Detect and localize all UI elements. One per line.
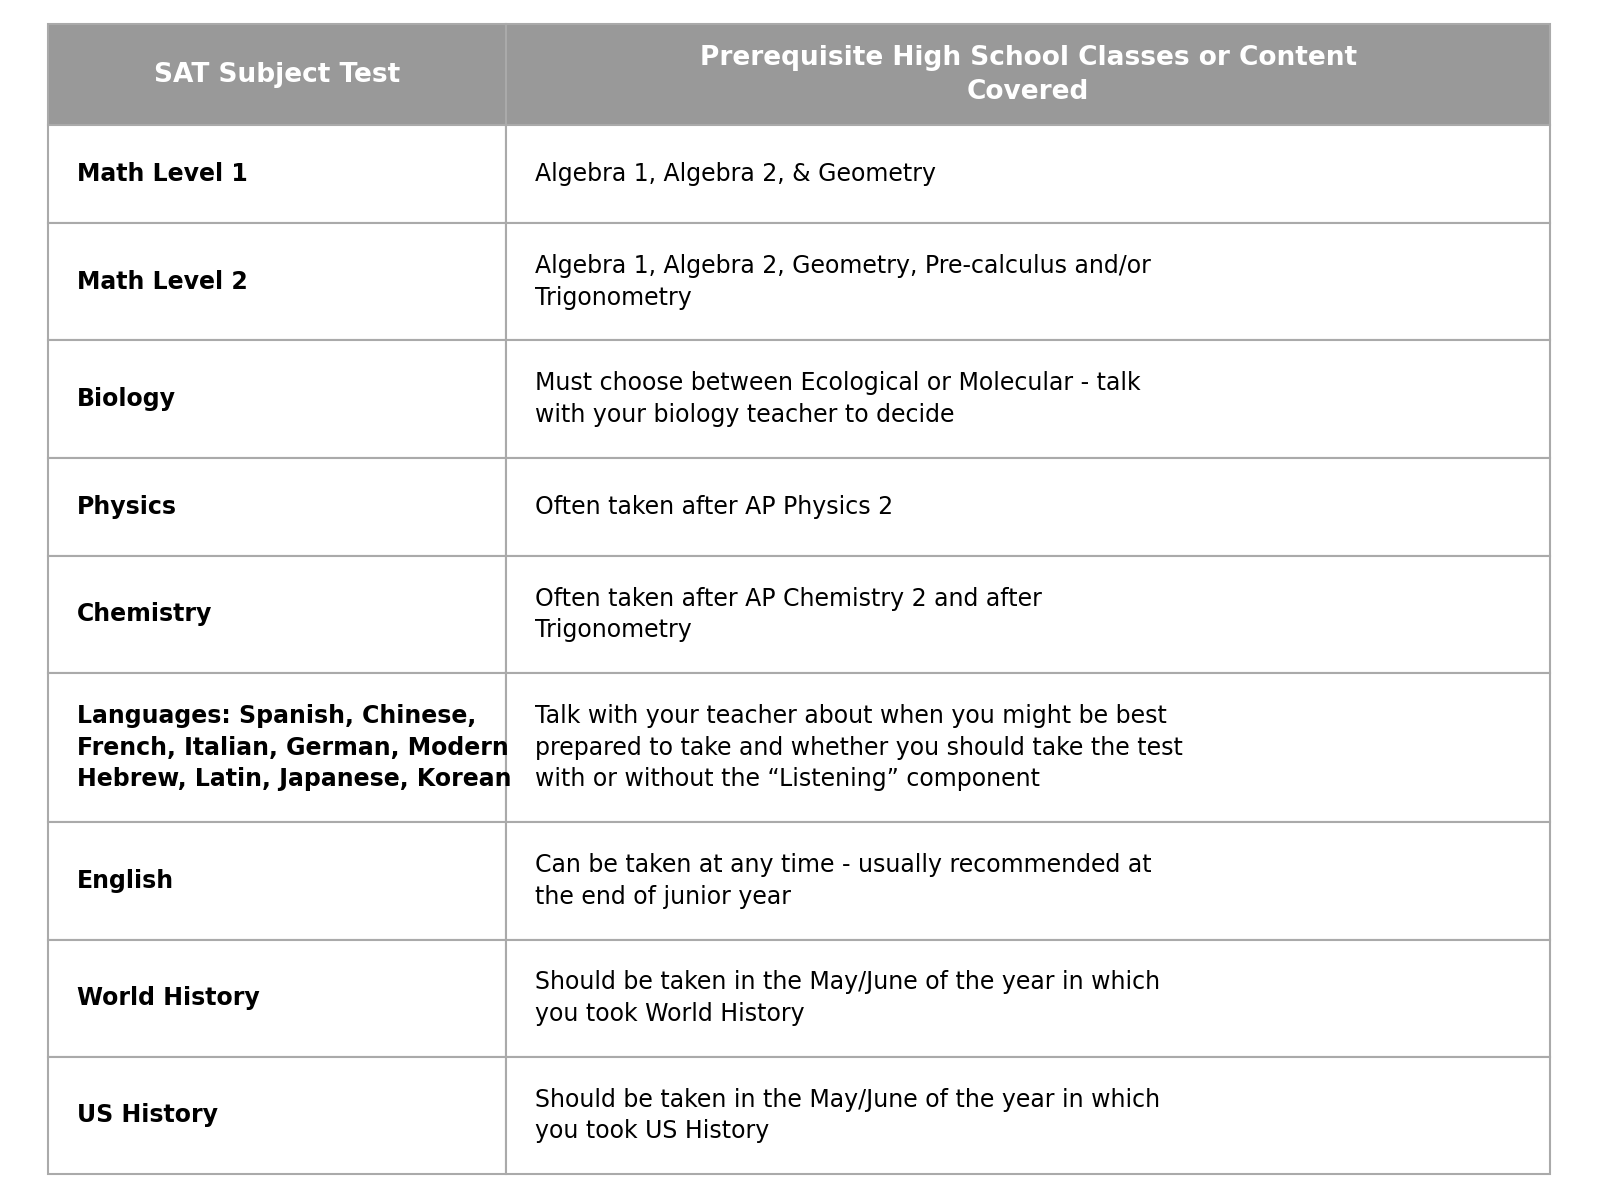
Text: English: English [77,869,174,893]
Text: Often taken after AP Chemistry 2 and after
Trigonometry: Often taken after AP Chemistry 2 and aft… [535,587,1042,642]
Text: Talk with your teacher about when you might be best
prepared to take and whether: Talk with your teacher about when you mi… [535,704,1183,791]
Text: Languages: Spanish, Chinese,
French, Italian, German, Modern
Hebrew, Latin, Japa: Languages: Spanish, Chinese, French, Ita… [77,704,511,791]
Text: Biology: Biology [77,387,176,411]
Bar [48,223,507,340]
Text: Physics: Physics [77,495,177,519]
Text: Algebra 1, Algebra 2, Geometry, Pre-calculus and/or
Trigonometry: Algebra 1, Algebra 2, Geometry, Pre-calc… [535,254,1151,309]
Text: Chemistry: Chemistry [77,603,213,627]
Bar [507,24,1550,125]
Bar [48,939,507,1057]
Bar [507,556,1550,673]
Bar [507,939,1550,1057]
Text: World History: World History [77,986,259,1010]
Text: Prerequisite High School Classes or Content
Covered: Prerequisite High School Classes or Cont… [700,44,1357,104]
Text: Should be taken in the May/June of the year in which
you took World History: Should be taken in the May/June of the y… [535,970,1160,1025]
Text: SAT Subject Test: SAT Subject Test [153,61,400,87]
Bar [48,24,507,125]
Bar [48,125,507,223]
Text: Math Level 2: Math Level 2 [77,270,248,294]
Bar [48,458,507,556]
Text: Math Level 1: Math Level 1 [77,162,248,186]
Bar [48,1057,507,1174]
Bar [48,673,507,822]
Bar [507,1057,1550,1174]
Bar [48,556,507,673]
Bar [507,223,1550,340]
Text: Must choose between Ecological or Molecular - talk
with your biology teacher to : Must choose between Ecological or Molecu… [535,371,1141,426]
Bar [507,125,1550,223]
Bar [507,822,1550,939]
Bar [48,822,507,939]
Text: Often taken after AP Physics 2: Often taken after AP Physics 2 [535,495,893,519]
Text: US History: US History [77,1103,217,1127]
Bar [507,458,1550,556]
Bar [48,340,507,458]
Text: Should be taken in the May/June of the year in which
you took US History: Should be taken in the May/June of the y… [535,1088,1160,1143]
Text: Algebra 1, Algebra 2, & Geometry: Algebra 1, Algebra 2, & Geometry [535,162,936,186]
Text: Can be taken at any time - usually recommended at
the end of junior year: Can be taken at any time - usually recom… [535,853,1152,909]
Bar [507,340,1550,458]
Bar [507,673,1550,822]
